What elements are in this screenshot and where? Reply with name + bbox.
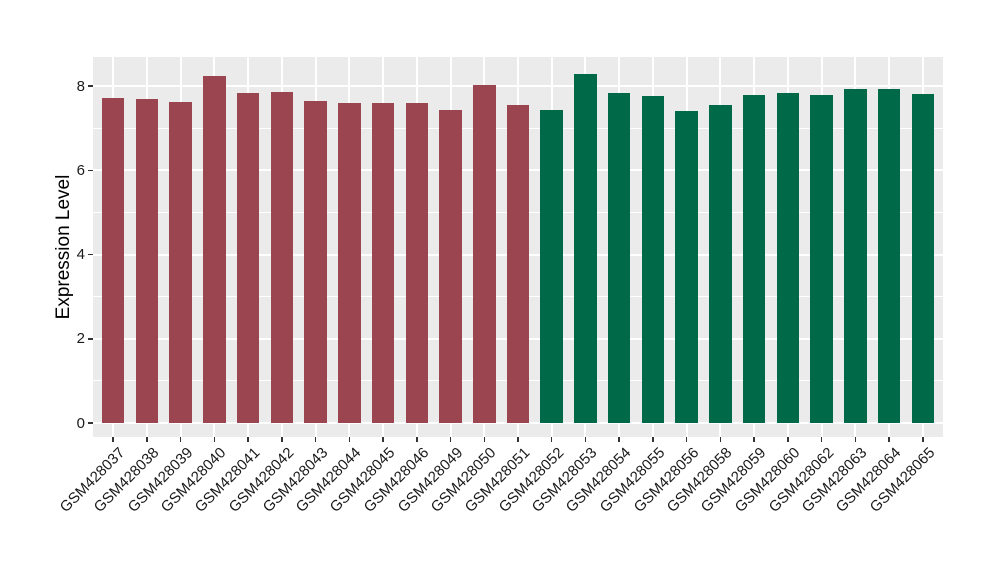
y-axis-tick-label: 8 bbox=[76, 77, 85, 95]
y-axis-tick bbox=[88, 422, 93, 424]
x-axis-tick bbox=[483, 437, 486, 442]
plot-panel bbox=[93, 57, 943, 437]
bar bbox=[169, 102, 192, 423]
bar bbox=[911, 93, 934, 423]
x-axis-tick bbox=[382, 437, 384, 442]
bar bbox=[439, 110, 462, 423]
bar bbox=[506, 105, 530, 423]
bar bbox=[540, 109, 563, 423]
x-axis-tick bbox=[753, 437, 755, 442]
bar bbox=[203, 75, 226, 423]
y-axis-tick-label: 4 bbox=[76, 246, 85, 264]
bar bbox=[675, 111, 698, 423]
bar bbox=[473, 84, 496, 423]
x-axis-tick bbox=[449, 437, 452, 442]
x-axis-tick bbox=[652, 437, 654, 442]
bar bbox=[270, 92, 294, 423]
bar bbox=[371, 103, 395, 423]
bar bbox=[607, 93, 631, 423]
x-axis-tick bbox=[213, 437, 216, 442]
x-axis-tick bbox=[685, 437, 688, 442]
x-axis-tick bbox=[348, 437, 351, 442]
bar bbox=[101, 98, 125, 423]
y-axis-tick bbox=[88, 338, 93, 340]
x-axis-tick bbox=[820, 437, 823, 442]
y-axis-tick-label: 2 bbox=[76, 330, 85, 348]
x-axis-tick bbox=[179, 437, 182, 442]
x-axis-tick bbox=[247, 437, 249, 442]
x-axis-tick bbox=[314, 437, 317, 442]
bar bbox=[304, 100, 327, 423]
bar bbox=[810, 94, 833, 423]
bar bbox=[135, 99, 159, 423]
x-axis-tick bbox=[787, 437, 789, 442]
x-axis-tick bbox=[416, 437, 418, 442]
x-axis-tick bbox=[719, 437, 722, 442]
bar bbox=[709, 105, 732, 423]
y-axis-tick-label: 0 bbox=[76, 414, 85, 432]
bar bbox=[877, 88, 901, 423]
bar bbox=[405, 102, 429, 423]
x-axis-tick bbox=[888, 437, 890, 442]
y-axis-tick bbox=[88, 169, 93, 172]
y-axis-tick-label: 6 bbox=[76, 161, 85, 179]
x-axis-tick bbox=[584, 437, 587, 442]
y-axis-tick bbox=[88, 253, 93, 256]
bar bbox=[742, 94, 766, 423]
x-axis-tick bbox=[517, 437, 519, 442]
y-axis-tick bbox=[88, 85, 93, 87]
bar bbox=[338, 103, 361, 423]
x-axis-tick bbox=[618, 437, 620, 442]
x-axis-tick bbox=[854, 437, 857, 442]
bar bbox=[574, 74, 597, 423]
x-axis-tick bbox=[146, 437, 148, 442]
x-axis-tick bbox=[281, 437, 283, 442]
bar bbox=[776, 92, 800, 423]
bar bbox=[844, 89, 867, 423]
x-axis-tick bbox=[922, 437, 924, 442]
bar bbox=[641, 96, 665, 423]
x-axis-tick bbox=[550, 437, 553, 442]
x-axis-tick bbox=[112, 437, 114, 442]
bar bbox=[236, 92, 260, 423]
